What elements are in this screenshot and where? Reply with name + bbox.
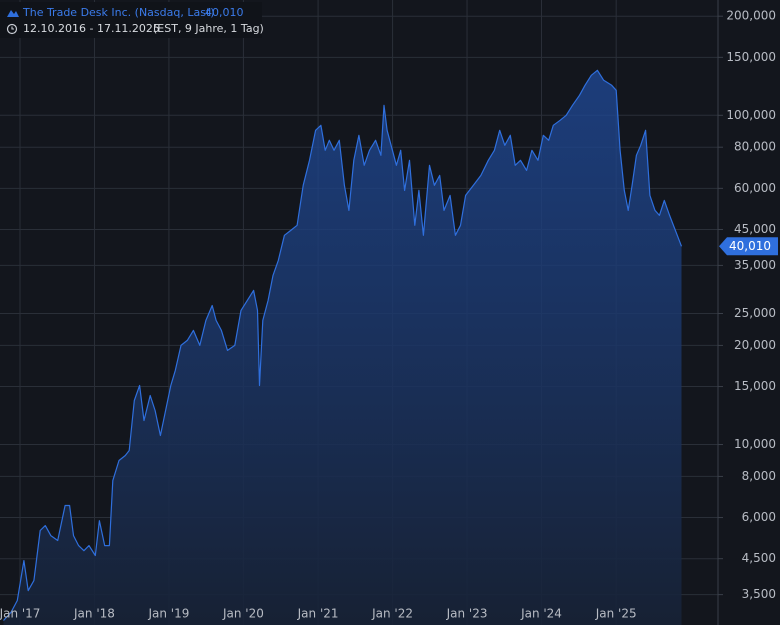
x-tick-label: Jan '25 [595,607,637,621]
x-tick-label: Jan '20 [222,607,264,621]
y-tick-label: 3,500 [742,587,776,601]
y-tick-label: 15,000 [734,379,776,393]
x-tick-label: Jan '19 [147,607,189,621]
clock-hands [11,26,14,30]
last-price-badge [719,237,778,256]
y-tick-label: 6,000 [742,510,776,524]
y-tick-label: 4,500 [742,551,776,565]
y-tick-label: 150,000 [726,50,776,64]
x-tick-label: Jan '21 [297,607,339,621]
range-note: (EST, 9 Jahre, 1 Tag) [153,22,264,35]
date-range: 12.10.2016 - 17.11.2025 [23,22,160,35]
x-tick-label: Jan '23 [446,607,488,621]
clock-icon [6,23,18,35]
x-tick-label: Jan '24 [520,607,562,621]
x-tick-label: Jan '17 [0,607,40,621]
y-tick-label: 60,000 [734,181,776,195]
last-price-label: 40,010 [729,239,771,253]
series-name: The Trade Desk Inc. (Nasdaq, Last) [22,6,215,19]
header-last-price: 40,010 [205,6,244,19]
header-box [0,2,262,38]
x-tick-label: Jan '18 [73,607,115,621]
y-tick-label: 45,000 [734,222,776,236]
price-line [3,69,683,621]
y-tick-label: 25,000 [734,306,776,320]
y-tick-label: 35,000 [734,258,776,272]
y-tick-label: 80,000 [734,140,776,154]
area-fill [3,70,682,625]
y-tick-label: 10,000 [734,437,776,451]
y-tick-label: 8,000 [742,469,776,483]
y-tick-label: 20,000 [734,338,776,352]
y-tick-label: 100,000 [726,108,776,122]
series-icon [7,10,19,17]
y-tick-label: 200,000 [726,9,776,23]
x-tick-label: Jan '22 [371,607,413,621]
